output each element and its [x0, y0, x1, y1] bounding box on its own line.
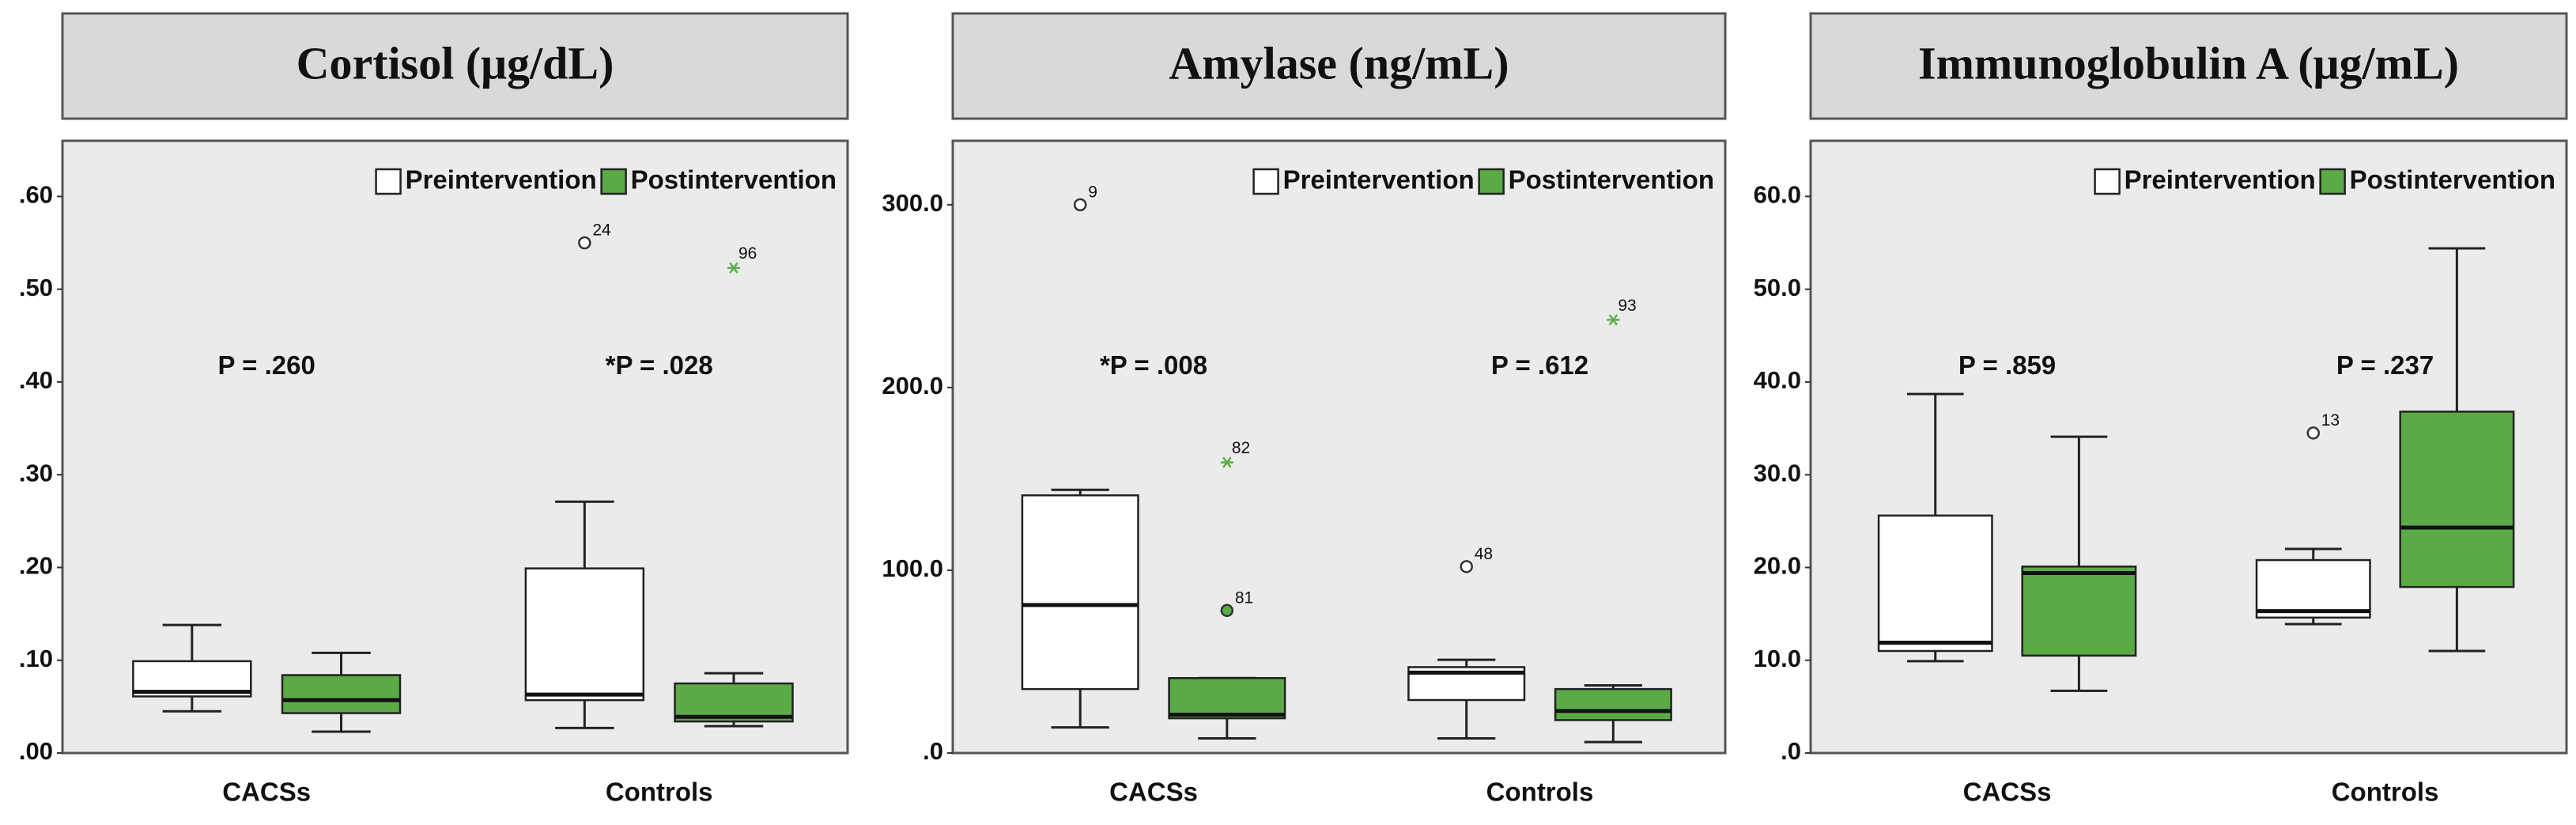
- y-tick-label: .0: [923, 737, 943, 765]
- x-tick-label: Controls: [1486, 778, 1594, 807]
- outlier: [1220, 604, 1234, 618]
- y-tick-label: .40: [19, 366, 53, 394]
- outlier: [2306, 426, 2320, 440]
- y-tick-label: .60: [19, 181, 53, 209]
- x-tick-label: Controls: [606, 778, 713, 807]
- legend-label: Preintervention: [2125, 165, 2316, 195]
- plot-area: [61, 139, 849, 755]
- legend-label: Preintervention: [406, 165, 597, 195]
- box: [281, 674, 402, 714]
- legend-label: Postintervention: [2350, 165, 2555, 195]
- box: [1554, 687, 1672, 721]
- outlier-label: 93: [1618, 297, 1636, 315]
- legend-swatch: [375, 168, 402, 195]
- outlier-label: 9: [1088, 183, 1097, 201]
- y-tick-label: .10: [19, 645, 53, 672]
- box: [2255, 558, 2371, 619]
- p-value: *P = .028: [606, 350, 713, 380]
- outlier-label: 13: [2321, 411, 2340, 430]
- legend-label: Postintervention: [631, 165, 837, 195]
- p-value: P = .612: [1491, 350, 1588, 380]
- y-tick-label: 30.0: [1754, 459, 1801, 486]
- y-tick-label: .0: [1781, 737, 1801, 765]
- title-box: [61, 12, 849, 120]
- legend-swatch: [1478, 168, 1505, 195]
- outlier-label: 24: [592, 221, 611, 240]
- extreme-outlier: [1607, 314, 1620, 326]
- legend-label: Preintervention: [1283, 165, 1475, 195]
- p-value: *P = .008: [1100, 350, 1207, 380]
- legend-swatch: [2094, 168, 2121, 195]
- y-tick-label: .50: [19, 274, 53, 301]
- x-tick-label: Controls: [2332, 778, 2439, 807]
- p-value: P = .260: [218, 350, 315, 380]
- chart-title: Immunoglobulin A (μg/mL): [1918, 37, 2459, 89]
- x-tick-label: CACSs: [1109, 778, 1198, 807]
- x-tick-label: CACSs: [1963, 778, 2052, 807]
- box: [1877, 514, 1993, 653]
- chart-title: Cortisol (μg/dL): [297, 37, 614, 89]
- legend-label: Postintervention: [1509, 165, 1714, 195]
- y-tick-label: 50.0: [1754, 274, 1801, 301]
- outlier-label: 96: [738, 244, 757, 263]
- y-tick-label: .20: [19, 552, 53, 580]
- outlier-label: 82: [1232, 439, 1250, 457]
- box: [524, 567, 645, 702]
- outlier: [578, 236, 591, 250]
- outlier: [1073, 198, 1087, 212]
- y-tick-label: 10.0: [1754, 645, 1801, 672]
- outlier-label: 81: [1235, 588, 1253, 607]
- legend-swatch: [2319, 168, 2346, 195]
- legend-swatch: [600, 168, 627, 195]
- y-tick-label: 200.0: [882, 372, 943, 399]
- y-tick-label: 20.0: [1754, 552, 1801, 580]
- box: [2399, 411, 2515, 588]
- extreme-outlier: [727, 262, 741, 274]
- p-value: P = .237: [2336, 350, 2434, 380]
- y-tick-label: .30: [19, 459, 53, 486]
- y-tick-label: 100.0: [882, 554, 943, 582]
- outlier-label: 48: [1475, 545, 1493, 563]
- box: [2021, 566, 2137, 657]
- chart-title: Amylase (ng/mL): [1169, 37, 1509, 89]
- legend-swatch: [1252, 168, 1279, 195]
- box: [1168, 677, 1286, 720]
- y-tick-label: .00: [19, 737, 53, 765]
- y-tick-label: 60.0: [1754, 181, 1801, 209]
- y-tick-label: 40.0: [1754, 366, 1801, 394]
- x-tick-label: CACSs: [222, 778, 311, 807]
- y-tick-label: 300.0: [882, 189, 943, 217]
- extreme-outlier: [1220, 456, 1233, 468]
- title-box: [1809, 12, 2568, 120]
- title-box: [951, 12, 1727, 120]
- p-value: P = .859: [1958, 350, 2056, 380]
- outlier: [1460, 560, 1473, 573]
- box: [1021, 494, 1139, 691]
